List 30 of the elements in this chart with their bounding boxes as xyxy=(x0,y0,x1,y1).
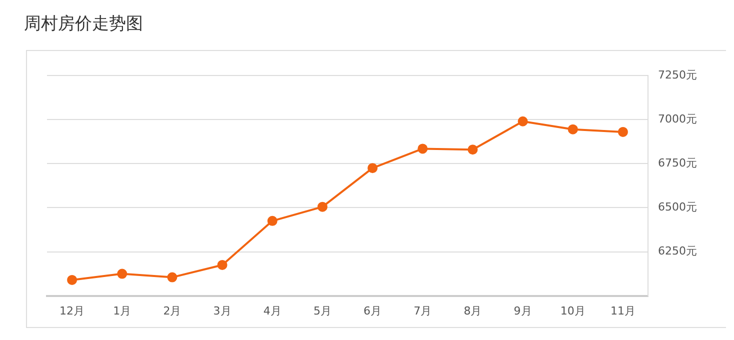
point xyxy=(618,126,628,137)
x-tick-label: 2月 xyxy=(163,304,182,318)
y-tick-label: 6250元 xyxy=(658,244,698,258)
y-tick-label: 6750元 xyxy=(658,156,698,170)
point xyxy=(67,274,78,285)
point xyxy=(368,163,378,174)
x-tick-label: 7月 xyxy=(414,304,432,318)
x-tick-label: 9月 xyxy=(514,304,532,318)
point xyxy=(117,268,128,279)
y-tick-label: 7000元 xyxy=(658,112,698,126)
point xyxy=(468,144,478,155)
chart-title: 周村房价走势图 xyxy=(23,13,144,36)
point xyxy=(518,116,528,126)
y-tick-label: 7250元 xyxy=(658,68,698,82)
x-tick-label: 11月 xyxy=(610,304,636,318)
point xyxy=(317,202,328,212)
x-tick-label: 12月 xyxy=(60,304,85,318)
x-tick-label: 8月 xyxy=(464,304,482,318)
x-tick-label: 3月 xyxy=(213,304,232,318)
point xyxy=(217,260,228,270)
point xyxy=(267,216,278,226)
x-tick-label: 10月 xyxy=(560,304,586,318)
x-tick-label: 6月 xyxy=(364,304,382,318)
x-tick-label: 4月 xyxy=(263,304,282,318)
x-tick-label: 5月 xyxy=(313,304,332,318)
y-tick-label: 6500元 xyxy=(658,200,698,214)
point xyxy=(167,272,178,282)
x-tick-label: 1月 xyxy=(113,304,132,318)
point xyxy=(568,124,578,134)
point xyxy=(418,144,428,154)
